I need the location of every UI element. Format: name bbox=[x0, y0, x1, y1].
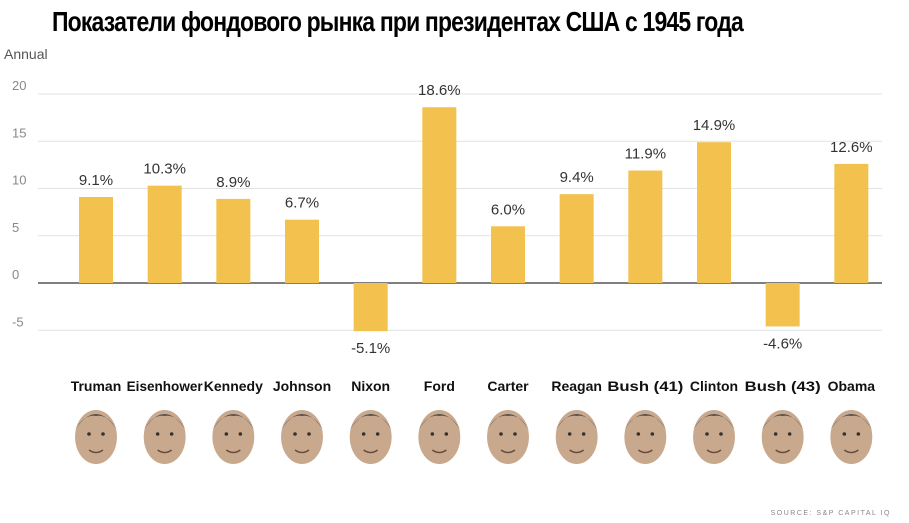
y-axis-label: Annual bbox=[4, 46, 48, 62]
data-label: 6.7% bbox=[285, 195, 319, 212]
bar-reagan bbox=[559, 194, 594, 283]
y-tick-label: 5 bbox=[12, 220, 19, 235]
y-tick-label: 0 bbox=[12, 267, 19, 282]
category-label: Bush (43) bbox=[745, 378, 821, 394]
bar-truman bbox=[79, 197, 113, 283]
portrait-icon bbox=[143, 410, 186, 464]
category-label: Bush (41) bbox=[607, 378, 683, 394]
portrait-icon bbox=[75, 410, 117, 464]
bar-bush-43- bbox=[765, 283, 800, 327]
portrait-icon bbox=[418, 410, 461, 464]
bar-johnson bbox=[285, 219, 319, 283]
data-label: 18.6% bbox=[418, 82, 461, 99]
category-label: Ford bbox=[424, 378, 455, 394]
portrait-icon bbox=[349, 410, 392, 464]
bar-nixon bbox=[353, 283, 388, 332]
category-label: Reagan bbox=[551, 378, 602, 394]
data-label: 12.6% bbox=[830, 139, 873, 156]
data-label: 8.9% bbox=[216, 174, 250, 191]
data-label: -5.1% bbox=[351, 340, 390, 357]
portrait-icon bbox=[212, 410, 255, 464]
bar-bush-41- bbox=[628, 170, 663, 283]
portrait-icon bbox=[761, 410, 804, 464]
bar-ford bbox=[422, 107, 457, 283]
data-label: 9.4% bbox=[560, 169, 594, 186]
category-label: Johnson bbox=[273, 378, 331, 394]
data-label: 11.9% bbox=[625, 146, 666, 163]
portrait-icon bbox=[555, 410, 598, 464]
bar-obama bbox=[834, 163, 869, 283]
data-label: 9.1% bbox=[79, 172, 113, 189]
y-tick-label: 20 bbox=[12, 78, 26, 93]
category-label: Eisenhower bbox=[127, 378, 204, 394]
y-tick-label: 15 bbox=[12, 125, 26, 140]
data-label: 6.0% bbox=[491, 201, 525, 218]
source-note: SOURCE: S&P CAPITAL IQ bbox=[770, 510, 891, 517]
chart-title: Показатели фондового рынка при президент… bbox=[52, 6, 744, 37]
category-label: Kennedy bbox=[204, 378, 263, 394]
portrait-icon bbox=[624, 410, 667, 464]
bar-carter bbox=[491, 226, 525, 283]
bar-kennedy bbox=[216, 198, 251, 283]
category-label: Obama bbox=[828, 378, 876, 394]
y-tick-label: -5 bbox=[12, 314, 24, 329]
portrait-icon bbox=[830, 410, 873, 464]
category-label: Clinton bbox=[690, 378, 738, 394]
portrait-icon bbox=[487, 410, 529, 464]
category-label: Truman bbox=[71, 378, 122, 394]
bar-clinton bbox=[697, 142, 731, 283]
data-label: -4.6% bbox=[763, 335, 802, 352]
portrait-icon bbox=[693, 410, 735, 464]
category-label: Carter bbox=[487, 378, 529, 394]
portrait-icon bbox=[281, 410, 323, 464]
bar-eisenhower bbox=[147, 185, 182, 283]
data-label: 14.9% bbox=[693, 117, 736, 134]
data-label: 10.3% bbox=[143, 161, 186, 178]
category-label: Nixon bbox=[351, 378, 390, 394]
y-tick-label: 10 bbox=[12, 173, 26, 188]
